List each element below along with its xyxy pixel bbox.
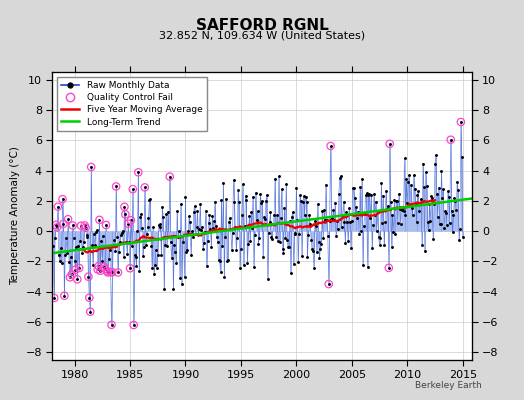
Text: SAFFORD RGNL: SAFFORD RGNL [195, 18, 329, 33]
Point [140, 184, 149, 190]
Point [77, 222, 85, 229]
Point [107, 322, 116, 328]
Point [81, 222, 89, 229]
Point [128, 186, 137, 192]
Point [60, 292, 69, 299]
Point [121, 211, 129, 218]
Y-axis label: Temperature Anomaly (°C): Temperature Anomaly (°C) [10, 146, 20, 286]
Point [106, 269, 115, 276]
Point [81, 224, 90, 231]
Point [385, 265, 393, 271]
Point [103, 268, 111, 274]
Point [86, 308, 94, 315]
Point [87, 164, 95, 170]
Point [59, 220, 68, 227]
Point [324, 281, 333, 287]
Legend: Raw Monthly Data, Quality Control Fail, Five Year Moving Average, Long-Term Tren: Raw Monthly Data, Quality Control Fail, … [57, 76, 207, 131]
Point [84, 274, 93, 280]
Point [50, 295, 58, 301]
Point [166, 174, 174, 180]
Point [64, 216, 72, 222]
Point [93, 266, 102, 273]
Point [457, 119, 465, 125]
Point [52, 222, 60, 228]
Point [112, 183, 121, 190]
Point [58, 196, 67, 202]
Point [326, 143, 335, 149]
Point [69, 222, 77, 229]
Point [446, 136, 455, 143]
Point [68, 271, 76, 278]
Point [101, 266, 109, 272]
Point [127, 217, 135, 224]
Point [126, 265, 134, 272]
Point [96, 268, 105, 274]
Point [54, 204, 62, 210]
Point [124, 220, 133, 227]
Point [85, 294, 93, 301]
Point [386, 141, 394, 147]
Point [94, 263, 103, 269]
Point [129, 322, 138, 328]
Point [121, 204, 129, 210]
Point [104, 269, 112, 276]
Point [95, 217, 104, 223]
Point [66, 274, 74, 280]
Point [100, 264, 108, 270]
Text: Berkeley Earth: Berkeley Earth [416, 381, 482, 390]
Point [75, 265, 83, 271]
Point [73, 276, 82, 282]
Point [108, 269, 117, 275]
Point [71, 266, 80, 273]
Point [102, 222, 110, 228]
Point [53, 224, 61, 230]
Point [114, 269, 122, 276]
Text: 32.852 N, 109.634 W (United States): 32.852 N, 109.634 W (United States) [159, 30, 365, 40]
Point [134, 169, 143, 176]
